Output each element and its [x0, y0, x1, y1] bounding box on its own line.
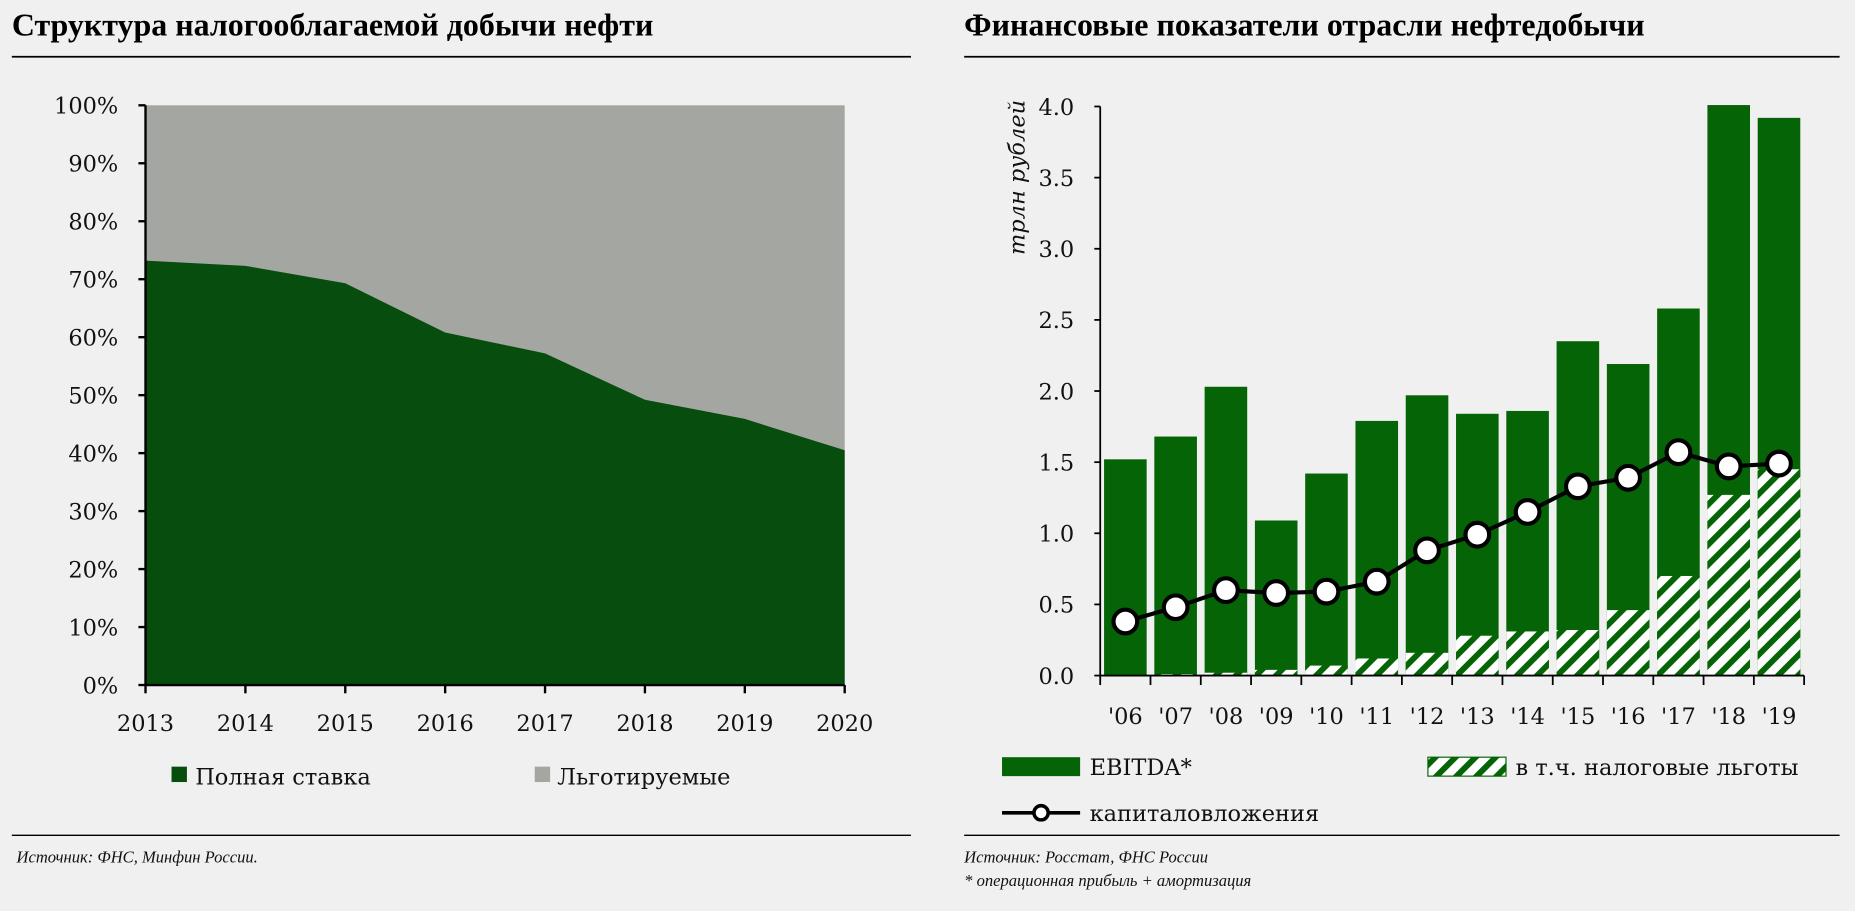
legend-label-ebitda: EBITDA* — [1090, 755, 1192, 781]
y-tick-label: 3.5 — [1038, 166, 1074, 192]
bar-tax-benefits — [1204, 672, 1248, 676]
right-panel: Финансовые показатели отрасли нефтедобыч… — [963, 7, 1840, 890]
x-tick-label: 2018 — [616, 711, 673, 737]
bar-tax-benefits — [1254, 669, 1298, 676]
marker-capex — [1161, 593, 1190, 622]
y-tick-label: 3.0 — [1038, 237, 1074, 263]
bar-tax-benefits — [1657, 575, 1700, 676]
bar-ebitda — [1104, 459, 1147, 676]
marker-capex — [1664, 438, 1693, 467]
marker-capex — [1212, 576, 1240, 605]
x-tick-label: '14 — [1510, 704, 1545, 730]
x-tick-label: '12 — [1410, 704, 1445, 730]
x-tick-label: '13 — [1460, 704, 1495, 730]
x-tick-label: 2019 — [716, 711, 773, 737]
x-tick-label: '09 — [1259, 704, 1294, 730]
marker-capex — [1111, 607, 1140, 636]
bar-ebitda — [1204, 386, 1248, 676]
x-tick-label: '07 — [1158, 704, 1193, 730]
legend-label-capex: капиталовложения — [1090, 801, 1320, 827]
y-axis-label: трлн рублей — [1005, 100, 1031, 255]
y-tick-label: 50% — [68, 383, 118, 409]
marker-capex — [1513, 498, 1542, 526]
left-title: Структура налогооблагаемой добычи нефти — [12, 7, 654, 42]
left-chart: 0% 10% 20% 30% 40% 50% 60% 70% 80% 90% 100% 2013 201… — [54, 94, 873, 738]
y-tick-label: 2.5 — [1038, 308, 1074, 334]
bar-ebitda — [1154, 436, 1197, 676]
bar-tax-benefits — [1606, 610, 1650, 676]
y-tick-label: 0% — [83, 673, 119, 699]
x-tick-label: '18 — [1711, 704, 1746, 730]
legend-marker-capex — [1032, 803, 1050, 822]
legend-label-tax-benefits: в т.ч. налоговые льготы — [1515, 755, 1798, 781]
y-tick-label: 0.0 — [1038, 664, 1074, 690]
legend-swatch-preferential — [534, 766, 551, 783]
y-tick-label: 1.0 — [1038, 522, 1074, 548]
legend-swatch-full-rate — [171, 766, 187, 783]
x-tick-label: 2013 — [117, 711, 174, 737]
x-tick-label: '11 — [1359, 704, 1394, 730]
x-tick-label: '06 — [1108, 704, 1143, 730]
marker-capex — [1614, 463, 1643, 492]
bar-ebitda — [1305, 473, 1348, 676]
y-tick-label: 100% — [54, 94, 118, 120]
x-tick-label: 2015 — [317, 711, 374, 737]
marker-capex — [1765, 449, 1793, 478]
marker-capex — [1714, 452, 1743, 481]
marker-capex — [1312, 577, 1341, 606]
legend-label-preferential: Льготируемые — [557, 764, 730, 790]
y-tick-label: 1.5 — [1038, 450, 1074, 476]
bar-tax-benefits — [1556, 630, 1600, 676]
marker-capex — [1413, 536, 1441, 565]
right-title: Финансовые показатели отрасли нефтедобыч… — [964, 7, 1644, 42]
area-full-rate — [145, 260, 845, 686]
y-tick-label: 70% — [68, 267, 118, 293]
bar-ebitda — [1355, 420, 1399, 676]
x-tick-label: 2016 — [417, 711, 474, 737]
bar-ebitda — [1405, 395, 1449, 676]
legend-label-full-rate: Полная ставка — [195, 764, 371, 790]
bar-tax-benefits — [1707, 494, 1751, 676]
bar-tax-benefits — [1405, 652, 1449, 676]
marker-capex — [1463, 520, 1492, 549]
right-chart: 0.0 0.5 1.0 1.5 2.0 2.5 3.0 3.5 4.0 '06 '07 '08 '09 '… — [1038, 95, 1806, 730]
marker-capex — [1362, 567, 1391, 596]
legend-swatch-ebitda — [1002, 757, 1081, 777]
x-tick-label: '08 — [1209, 704, 1244, 730]
legend-swatch-tax-benefits — [1427, 756, 1507, 777]
y-tick-label: 4.0 — [1038, 95, 1074, 121]
bar-tax-benefits — [1757, 469, 1801, 676]
x-tick-label: 2017 — [516, 711, 573, 737]
marker-capex — [1563, 472, 1592, 501]
right-source: Источник: Росстат, ФНС России — [963, 847, 1208, 866]
bar-tax-benefits — [1506, 631, 1549, 676]
x-tick-label: '16 — [1611, 704, 1646, 730]
bar-tax-benefits — [1305, 665, 1348, 676]
marker-capex — [1262, 579, 1291, 607]
x-tick-label: '17 — [1661, 704, 1696, 730]
x-tick-label: 2014 — [217, 711, 274, 737]
bar-ebitda — [1556, 341, 1600, 676]
x-tick-label: '10 — [1309, 704, 1344, 730]
y-tick-label: 0.5 — [1038, 593, 1074, 619]
y-tick-label: 80% — [68, 210, 118, 236]
y-tick-label: 60% — [68, 325, 118, 351]
y-tick-label: 40% — [68, 441, 118, 467]
left-source: Источник: ФНС, Минфин России. — [16, 847, 258, 866]
y-tick-label: 10% — [68, 615, 118, 641]
y-tick-label: 2.0 — [1038, 379, 1074, 405]
y-tick-label: 20% — [68, 557, 118, 583]
y-tick-label: 30% — [68, 499, 118, 525]
left-panel: Структура налогооблагаемой добычи нефти … — [11, 7, 911, 866]
bar-tax-benefits — [1355, 658, 1399, 676]
bar-tax-benefits — [1456, 635, 1499, 676]
x-tick-label: '19 — [1762, 704, 1797, 730]
right-footnote: * операционная прибыль + амортизация — [964, 871, 1251, 890]
x-tick-label: 2020 — [816, 711, 873, 737]
y-tick-label: 90% — [68, 152, 118, 178]
x-tick-label: '15 — [1560, 704, 1595, 730]
